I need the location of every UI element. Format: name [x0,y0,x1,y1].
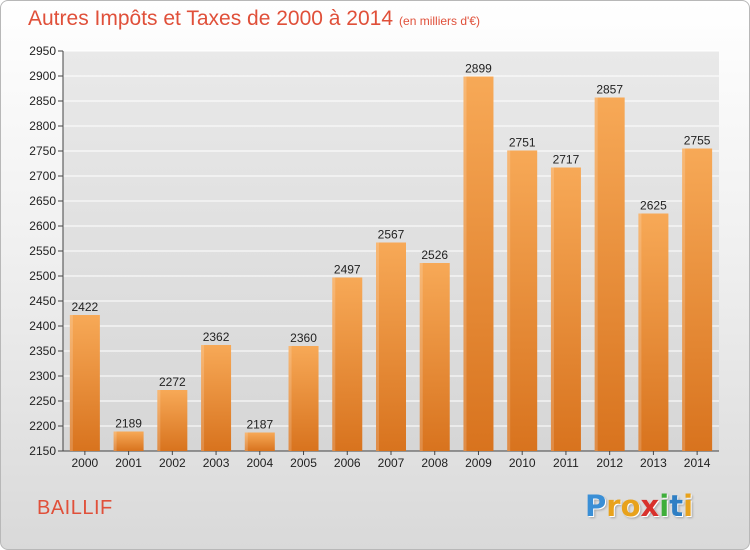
y-tick-label: 2450 [29,294,56,308]
logo-letter: o [620,489,641,523]
y-tick-label: 2850 [29,94,56,108]
bar-highlight [507,150,511,451]
bar [376,242,406,451]
bar-highlight [682,148,686,451]
x-tick-label: 2001 [115,456,142,470]
bars [69,76,713,451]
y-tick-label: 2400 [29,319,56,333]
logo-letter: r [606,489,621,523]
x-tick-label: 2004 [246,456,273,470]
data-labels: 2422 2189 2272 2362 2187 2360 2497 2567 2526 2899… [72,62,711,432]
bar [594,97,625,451]
x-tick-label: 2000 [72,456,99,470]
x-tick-label: 2012 [596,456,623,470]
data-label: 2362 [203,330,230,344]
bar [69,315,100,451]
bar [244,432,275,451]
y-tick-label: 2300 [29,369,56,383]
bar-highlight [201,345,205,451]
data-label: 2567 [378,228,405,242]
y-tick-label: 2950 [29,44,56,58]
logo-letter: t [669,489,684,523]
data-label: 2497 [334,263,361,277]
x-tick-label: 2008 [421,456,448,470]
logo-letter: P [585,489,607,523]
data-label: 2272 [159,375,186,389]
y-tick-label: 2200 [29,419,56,433]
bar-highlight [288,346,292,451]
x-tick-label: 2002 [159,456,186,470]
data-label: 2187 [246,418,273,432]
x-tick-label: 2005 [290,456,317,470]
bar [201,345,232,451]
data-label: 2360 [290,331,317,345]
bar [507,150,538,451]
bar-highlight [550,167,554,451]
data-label: 2899 [465,62,492,76]
chart-subtitle: (en milliers d'€) [399,14,481,28]
bar-highlight [157,390,161,451]
y-tick-label: 2500 [29,269,56,283]
logo-letter: i [683,489,694,523]
bar-highlight [69,315,73,451]
y-tick-label: 2800 [29,119,56,133]
x-axis-ticks: 2000 2001 2002 2003 2004 2005 2006 2007 2008 2009… [72,451,711,470]
bar-highlight [419,263,423,451]
bar [288,346,319,451]
x-tick-label: 2010 [509,456,536,470]
x-tick-label: 2011 [553,456,579,470]
logo-letter: i [659,489,670,523]
y-tick-label: 2550 [29,244,56,258]
bar [550,167,581,451]
x-tick-label: 2009 [465,456,492,470]
y-tick-label: 2900 [29,69,56,83]
data-label: 2751 [509,136,536,150]
y-tick-label: 2600 [29,219,56,233]
data-label: 2422 [72,300,99,314]
data-label: 2857 [596,83,623,97]
proxiti-logo: Proxiti [585,489,693,523]
bar-highlight [638,213,642,451]
bar [332,277,363,451]
data-label: 2526 [421,248,448,262]
x-tick-label: 2014 [684,456,711,470]
bar [463,76,494,451]
data-label: 2755 [684,134,711,148]
y-tick-label: 2250 [29,394,56,408]
bar [682,148,713,451]
bar [638,213,669,451]
chart-title-text: Autres Impôts et Taxes de 2000 à 2014 [28,7,394,30]
bar-highlight [332,277,336,451]
logo-letter: x [640,489,660,523]
bar [419,263,450,451]
bar [113,431,144,451]
x-tick-label: 2003 [203,456,230,470]
data-label: 2625 [640,199,667,213]
x-tick-label: 2006 [334,456,361,470]
data-label: 2717 [553,153,580,167]
y-tick-label: 2750 [29,144,56,158]
bar-highlight [376,242,379,451]
x-tick-label: 2013 [640,456,667,470]
bar [157,390,188,451]
bar-highlight [463,76,467,451]
chart-title: Autres Impôts et Taxes de 2000 à 2014 (en… [28,7,480,31]
bar-highlight [113,431,117,451]
y-tick-label: 2700 [29,169,56,183]
x-tick-label: 2007 [378,456,405,470]
y-tick-label: 2650 [29,194,56,208]
y-tick-label: 2150 [29,444,56,458]
bar-highlight [594,97,598,451]
data-label: 2189 [115,417,142,431]
commune-name: BAILLIF [37,497,113,519]
bar-highlight [244,432,248,451]
y-tick-label: 2350 [29,344,56,358]
